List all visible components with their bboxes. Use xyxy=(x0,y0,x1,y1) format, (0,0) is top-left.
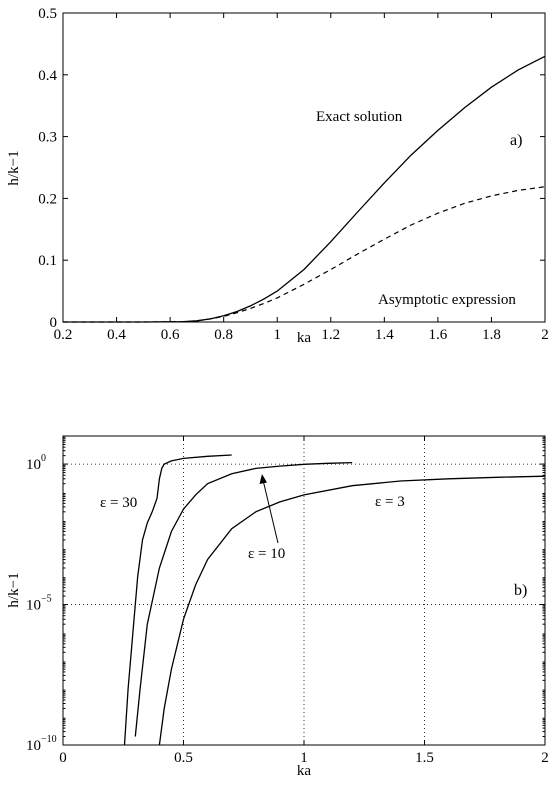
panel-b-xtick-label: 1.5 xyxy=(415,750,434,766)
panel-b-xtick-label: 2 xyxy=(541,750,549,766)
arrow-annotation-eps-10: ε = 10 xyxy=(248,546,285,562)
panel-a-xlabel: ka xyxy=(297,330,312,346)
panel-b-ytick-base: 10 xyxy=(26,738,41,754)
series-label-exact-solution: Exact solution xyxy=(316,109,403,125)
panel-a-xtick-label: 1.2 xyxy=(321,327,340,343)
panel-b-grid xyxy=(63,436,545,745)
panel-a-xtick-label: 1.4 xyxy=(375,327,394,343)
panel-b-label: b) xyxy=(514,582,527,599)
panel-a-ylabel: h/k−1 xyxy=(6,150,22,185)
panel-b-ytick-base: 10 xyxy=(26,598,41,614)
panel-b-xlabel: ka xyxy=(297,763,312,779)
panel-b-ytick-label: 10 −5 xyxy=(26,594,52,614)
panel-a-xtick-label: 0.8 xyxy=(214,327,233,343)
panel-a-label: a) xyxy=(510,132,522,149)
panel-a-axes-frame xyxy=(62,12,546,323)
panel-b-ytick-label: 10 0 xyxy=(26,453,46,473)
panel-a-ticks xyxy=(62,12,546,323)
panel-a-ytick-label: 0.5 xyxy=(38,6,57,22)
series-line-asymptotic-expression xyxy=(63,186,546,323)
panel-a-ytick-label: 0.2 xyxy=(38,191,57,207)
panel-a-ytick-label: 0.3 xyxy=(38,130,57,146)
panel-b-ylabel: h/k−1 xyxy=(6,572,22,607)
panel-a-xtick-label: 0.6 xyxy=(161,327,180,343)
panel-a-ytick-label: 0.4 xyxy=(38,68,57,84)
series-line-eps-30 xyxy=(123,454,232,746)
panel-b-xtick-label: 0.5 xyxy=(174,750,193,766)
panel-b-ytick-label: 10 −10 xyxy=(26,734,57,754)
panel-a-xtick-label: 1 xyxy=(273,327,281,343)
panel-b-curves xyxy=(123,454,546,746)
panel-b-ytick-base: 10 xyxy=(26,457,41,473)
panel-a-xtick-label: 0.2 xyxy=(54,327,73,343)
panel-a-xtick-label: 2 xyxy=(541,327,549,343)
panel-b-ytick-exponent: 0 xyxy=(41,453,46,464)
panel-a-curves xyxy=(63,55,546,323)
panel-a-xtick-label: 1.6 xyxy=(429,327,448,343)
panel-a-xtick-label: 1.8 xyxy=(482,327,501,343)
panel-b-xtick-label: 1 xyxy=(300,750,308,766)
panel-a-ytick-label: 0.1 xyxy=(38,253,57,269)
series-line-eps-10 xyxy=(134,461,353,737)
panel-b-ytick-exponent: −5 xyxy=(41,594,52,605)
series-label-asymptotic-expression: Asymptotic expression xyxy=(378,292,516,308)
panel-b-ticks xyxy=(62,436,546,746)
panel-b-xtick-label: 0 xyxy=(59,750,67,766)
series-line-eps-3 xyxy=(158,475,546,746)
panel-a-ytick-label: 0 xyxy=(50,315,58,331)
annotation-arrow-head xyxy=(259,474,267,484)
panel-a-tick-labels: 0.2 0.4 0.6 0.8 1 1.2 1.4 1.6 1.8 2 0 0.1 0.2 0.3 0.4 0… xyxy=(38,6,549,343)
annotation-arrow-shaft xyxy=(262,479,279,544)
panel-a-xtick-label: 0.4 xyxy=(107,327,126,343)
panel-a: 0.2 0.4 0.6 0.8 1 1.2 1.4 1.6 1.8 2 0 0.1 0.2 0.3 0.4 0… xyxy=(6,6,549,346)
panel-b-ytick-exponent: −10 xyxy=(41,734,57,745)
series-label-eps-30: ε = 30 xyxy=(100,495,137,511)
panel-b-axes-frame xyxy=(62,435,546,746)
series-label-eps-3: ε = 3 xyxy=(375,494,405,510)
series-line-exact-solution xyxy=(63,55,546,323)
